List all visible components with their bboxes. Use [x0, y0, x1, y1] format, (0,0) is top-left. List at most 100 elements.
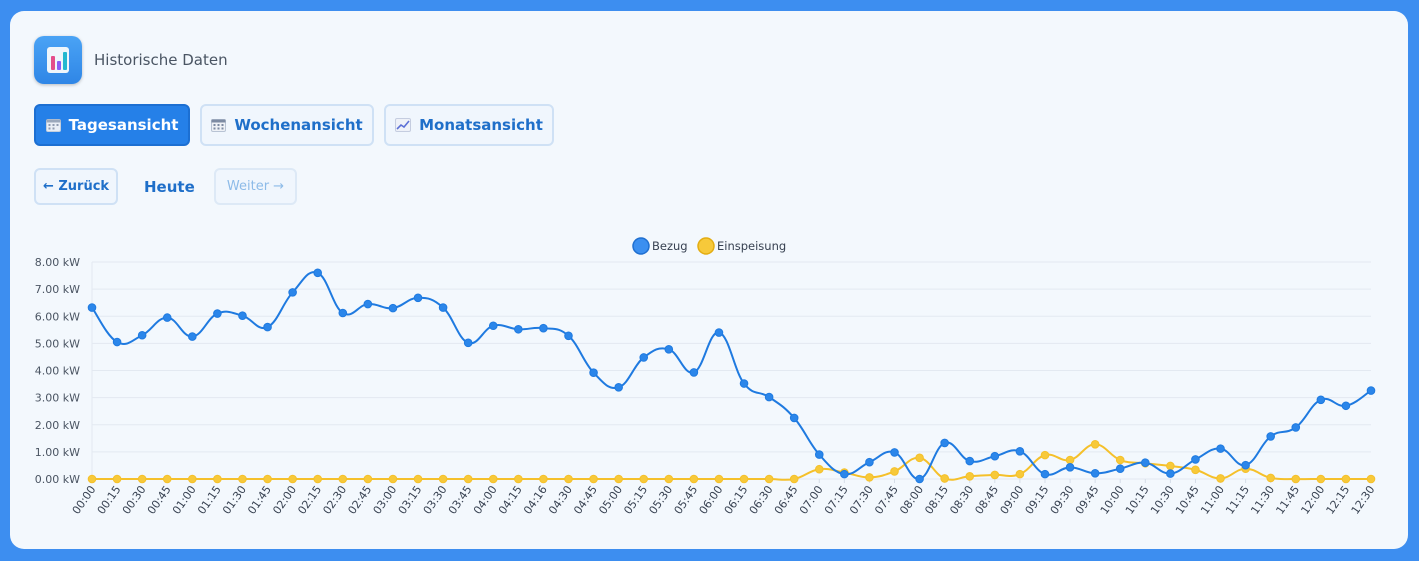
data-point: [413, 474, 423, 484]
x-tick-label: 01:00: [170, 483, 199, 516]
data-point: [288, 288, 297, 297]
current-period-label: Heute: [144, 178, 195, 196]
data-point: [338, 474, 348, 484]
data-point: [614, 474, 623, 484]
data-point: [1316, 395, 1326, 405]
data-point: [689, 368, 699, 377]
data-point: [137, 330, 147, 340]
data-point: [614, 383, 623, 392]
series-bezug: [87, 268, 1376, 484]
data-point: [514, 324, 523, 334]
x-tick-label: 11:15: [1223, 483, 1252, 516]
data-point: [1090, 469, 1100, 478]
data-point: [1266, 473, 1275, 483]
next-button[interactable]: Weiter →: [214, 168, 297, 205]
data-point: [162, 313, 172, 322]
data-point: [188, 474, 197, 484]
data-point: [1140, 458, 1150, 468]
data-point: [1191, 465, 1200, 475]
back-button[interactable]: ← Zurück: [34, 168, 118, 205]
series-einspeisung: [87, 439, 1376, 484]
data-point: [1115, 464, 1125, 473]
data-point: [1015, 469, 1025, 479]
x-tick-label: 00:15: [95, 483, 124, 516]
data-point: [288, 474, 297, 484]
tab-tagesansicht-label: Tagesansicht: [68, 116, 179, 134]
x-tick-label: 04:16: [521, 483, 550, 516]
x-tick-label: 10:15: [1123, 483, 1152, 516]
data-point: [137, 474, 147, 484]
data-point: [413, 293, 423, 303]
y-tick-label: 0.00 kW: [35, 473, 80, 486]
x-tick-label: 02:00: [270, 483, 299, 516]
x-tick-label: 03:15: [396, 483, 425, 516]
data-point: [840, 469, 849, 479]
data-point: [1341, 401, 1351, 411]
data-point: [739, 379, 749, 388]
x-tick-label: 11:00: [1198, 483, 1227, 516]
x-tick-label: 07:15: [822, 483, 851, 516]
data-point: [162, 474, 172, 484]
data-point: [263, 322, 272, 332]
data-point: [87, 303, 97, 312]
legend-marker: [697, 237, 715, 255]
data-point: [714, 474, 724, 484]
data-point: [1216, 444, 1225, 453]
data-point: [488, 474, 498, 484]
tab-wochenansicht[interactable]: Wochenansicht: [200, 104, 374, 146]
legend-label: Bezug: [652, 239, 688, 253]
data-point: [739, 474, 749, 484]
data-point: [1241, 460, 1250, 470]
page-title: Historische Daten: [94, 51, 228, 69]
x-tick-label: 05:00: [596, 483, 625, 516]
data-point: [1366, 386, 1376, 395]
data-point: [789, 474, 799, 484]
x-tick-label: 12:15: [1324, 483, 1353, 516]
data-point: [639, 353, 649, 362]
data-point: [940, 474, 949, 483]
tab-tagesansicht[interactable]: Tagesansicht: [34, 104, 190, 146]
x-tick-label: 11:30: [1248, 483, 1277, 516]
x-tick-label: 04:45: [571, 483, 600, 516]
y-tick-label: 5.00 kW: [35, 337, 80, 350]
data-point: [990, 451, 1000, 461]
data-point: [313, 474, 323, 484]
history-card: Historische Daten Tagesansicht Wochenans…: [10, 11, 1408, 549]
x-tick-label: 05:30: [646, 483, 675, 516]
data-point: [213, 309, 222, 318]
data-point: [238, 311, 247, 321]
data-point: [1040, 450, 1050, 460]
x-tick-label: 04:30: [546, 483, 575, 516]
legend-label: Einspeisung: [717, 239, 786, 253]
data-point: [463, 474, 473, 484]
history-line-chart: 0.00 kW 1.00 kW 2.00 kW 3.00 kW 4.00 kW 5.00 …: [35, 237, 1378, 517]
data-point: [1266, 432, 1275, 441]
chart-line-icon: [395, 118, 412, 132]
data-point: [1166, 469, 1175, 478]
y-tick-label: 1.00 kW: [35, 446, 80, 459]
data-point: [112, 474, 122, 484]
data-point: [1316, 474, 1326, 484]
x-tick-label: 10:00: [1098, 483, 1127, 516]
data-point: [915, 453, 924, 463]
y-tick-label: 6.00 kW: [35, 310, 80, 323]
x-tick-label: 05:15: [621, 483, 650, 516]
x-tick-label: 02:45: [345, 483, 374, 516]
data-point: [539, 323, 548, 333]
x-tick-label: 03:00: [371, 483, 400, 516]
data-point: [915, 474, 924, 484]
calendar-week-icon: [211, 119, 227, 132]
data-point: [1166, 461, 1175, 471]
data-point: [564, 331, 573, 341]
x-tick-label: 12:30: [1349, 483, 1378, 516]
x-tick-label: 05:45: [672, 483, 701, 516]
x-tick-label: 10:30: [1148, 483, 1177, 516]
data-point: [1090, 439, 1100, 449]
data-point: [463, 338, 473, 348]
chart-app-icon: [34, 36, 82, 84]
tab-wochenansicht-label: Wochenansicht: [234, 116, 363, 134]
data-point: [1065, 455, 1075, 465]
data-point: [965, 456, 975, 466]
tab-monatsansicht[interactable]: Monatsansicht: [384, 104, 554, 146]
data-point: [1216, 474, 1225, 483]
